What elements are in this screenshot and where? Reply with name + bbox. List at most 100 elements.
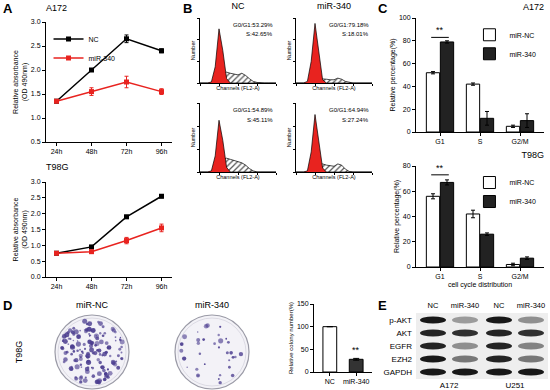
svg-text:80: 80: [403, 162, 411, 169]
svg-text:50: 50: [301, 346, 309, 353]
svg-text:0: 0: [407, 263, 411, 270]
svg-text:20: 20: [403, 238, 411, 245]
svg-text:EZH2: EZH2: [392, 355, 413, 364]
svg-text:miR-NC: miR-NC: [76, 300, 108, 310]
svg-text:T98G: T98G: [521, 150, 544, 160]
svg-text:1.0: 1.0: [31, 114, 41, 121]
svg-text:miR-NC: miR-NC: [509, 32, 534, 39]
svg-text:2.5: 2.5: [31, 194, 41, 201]
svg-text:Relative percentage(%): Relative percentage(%): [393, 180, 401, 253]
svg-text:miR-340: miR-340: [195, 300, 229, 310]
svg-text:GAPDH: GAPDH: [384, 368, 413, 377]
svg-text:G0/G1:64.94%: G0/G1:64.94%: [329, 107, 369, 113]
svg-text:T98G: T98G: [14, 341, 24, 364]
svg-text:Relative absorbance(OD 490nm): Relative absorbance(OD 490nm): [12, 50, 29, 114]
svg-text:Relative colony number(%): Relative colony number(%): [288, 302, 294, 374]
svg-text:96h: 96h: [156, 283, 168, 290]
svg-text:2.0: 2.0: [31, 210, 41, 217]
svg-text:C: C: [378, 1, 388, 16]
svg-text:Channels (FL2-A): Channels (FL2-A): [312, 85, 356, 91]
svg-text:G0/G1:54.89%: G0/G1:54.89%: [233, 107, 273, 113]
svg-text:NC: NC: [325, 378, 335, 385]
svg-text:S:27.24%: S:27.24%: [342, 117, 369, 123]
svg-text:Number: Number: [286, 128, 292, 148]
svg-text:Channels (FL2-A): Channels (FL2-A): [216, 174, 260, 180]
svg-text:60: 60: [403, 60, 411, 67]
svg-text:G1: G1: [435, 273, 444, 280]
svg-text:150: 150: [297, 300, 309, 307]
svg-text:AKT: AKT: [396, 329, 412, 338]
svg-text:miR-340: miR-340: [89, 55, 116, 62]
svg-text:3.0: 3.0: [31, 178, 41, 185]
svg-text:U251: U251: [505, 381, 525, 390]
svg-text:NC: NC: [232, 2, 245, 11]
svg-text:G0/G1:53.29%: G0/G1:53.29%: [233, 22, 273, 28]
svg-text:Number: Number: [286, 41, 292, 61]
svg-text:1.5: 1.5: [31, 90, 41, 97]
svg-text:E: E: [378, 298, 387, 313]
svg-text:cell cycle distribution: cell cycle distribution: [448, 281, 512, 289]
svg-text:100: 100: [399, 14, 411, 21]
svg-text:G2/M: G2/M: [511, 273, 528, 280]
svg-text:NC: NC: [494, 301, 505, 310]
svg-text:miR-340: miR-340: [509, 51, 536, 58]
svg-text:Relative absorbance(OD 490nm): Relative absorbance(OD 490nm): [12, 197, 29, 261]
svg-text:B: B: [183, 1, 192, 16]
svg-text:A172: A172: [440, 381, 459, 390]
svg-text:miR-340: miR-340: [509, 198, 536, 205]
svg-text:Number: Number: [190, 41, 196, 61]
svg-text:72h: 72h: [121, 148, 133, 155]
svg-text:miR-340: miR-340: [451, 301, 479, 310]
svg-text:48h: 48h: [86, 148, 98, 155]
svg-text:0.5: 0.5: [31, 258, 41, 265]
svg-text:0: 0: [305, 368, 309, 375]
svg-text:miR-340: miR-340: [317, 2, 351, 11]
svg-text:S: S: [478, 273, 483, 280]
svg-text:100: 100: [297, 323, 309, 330]
svg-text:40: 40: [403, 213, 411, 220]
svg-text:A172: A172: [46, 3, 67, 13]
svg-text:T98G: T98G: [46, 162, 69, 172]
svg-text:**: **: [436, 163, 444, 173]
svg-text:S: S: [478, 138, 483, 145]
svg-text:2.5: 2.5: [31, 42, 41, 49]
svg-text:miR-340: miR-340: [343, 378, 370, 385]
svg-text:24h: 24h: [51, 283, 63, 290]
svg-text:24h: 24h: [51, 148, 63, 155]
svg-text:96h: 96h: [156, 148, 168, 155]
svg-text:NC: NC: [428, 301, 439, 310]
svg-text:3.0: 3.0: [31, 18, 41, 25]
svg-text:NC: NC: [89, 36, 99, 43]
svg-text:Channels (FL2-A): Channels (FL2-A): [312, 174, 356, 180]
svg-text:1.0: 1.0: [31, 242, 41, 249]
svg-text:S:18.01%: S:18.01%: [342, 31, 369, 37]
svg-text:S:42.65%: S:42.65%: [246, 31, 273, 37]
svg-text:D: D: [3, 298, 12, 313]
svg-text:40: 40: [403, 83, 411, 90]
svg-text:0: 0: [407, 128, 411, 135]
svg-text:p-AKT: p-AKT: [389, 316, 412, 325]
svg-text:0.0: 0.0: [31, 273, 41, 280]
svg-text:EGFR: EGFR: [390, 342, 412, 351]
svg-text:miR-340: miR-340: [517, 301, 545, 310]
svg-text:G0/G1:79.18%: G0/G1:79.18%: [329, 22, 369, 28]
svg-text:A172: A172: [523, 2, 544, 12]
svg-text:G2/M: G2/M: [511, 138, 528, 145]
svg-text:20: 20: [403, 106, 411, 113]
svg-text:Number: Number: [190, 128, 196, 148]
svg-text:**: **: [352, 345, 360, 355]
svg-text:A: A: [3, 1, 13, 16]
svg-text:2.0: 2.0: [31, 66, 41, 73]
svg-text:1.5: 1.5: [31, 226, 41, 233]
svg-text:Channels (FL2-A): Channels (FL2-A): [216, 85, 260, 91]
svg-text:S:45.11%: S:45.11%: [247, 117, 273, 123]
svg-text:Relative percentage(%): Relative percentage(%): [389, 38, 397, 111]
svg-text:72h: 72h: [121, 283, 133, 290]
svg-text:60: 60: [403, 188, 411, 195]
svg-text:0.5: 0.5: [31, 138, 41, 145]
svg-text:48h: 48h: [86, 283, 98, 290]
svg-text:G1: G1: [435, 138, 444, 145]
svg-text:**: **: [436, 25, 444, 35]
svg-text:miR-NC: miR-NC: [509, 179, 534, 186]
svg-text:80: 80: [403, 37, 411, 44]
